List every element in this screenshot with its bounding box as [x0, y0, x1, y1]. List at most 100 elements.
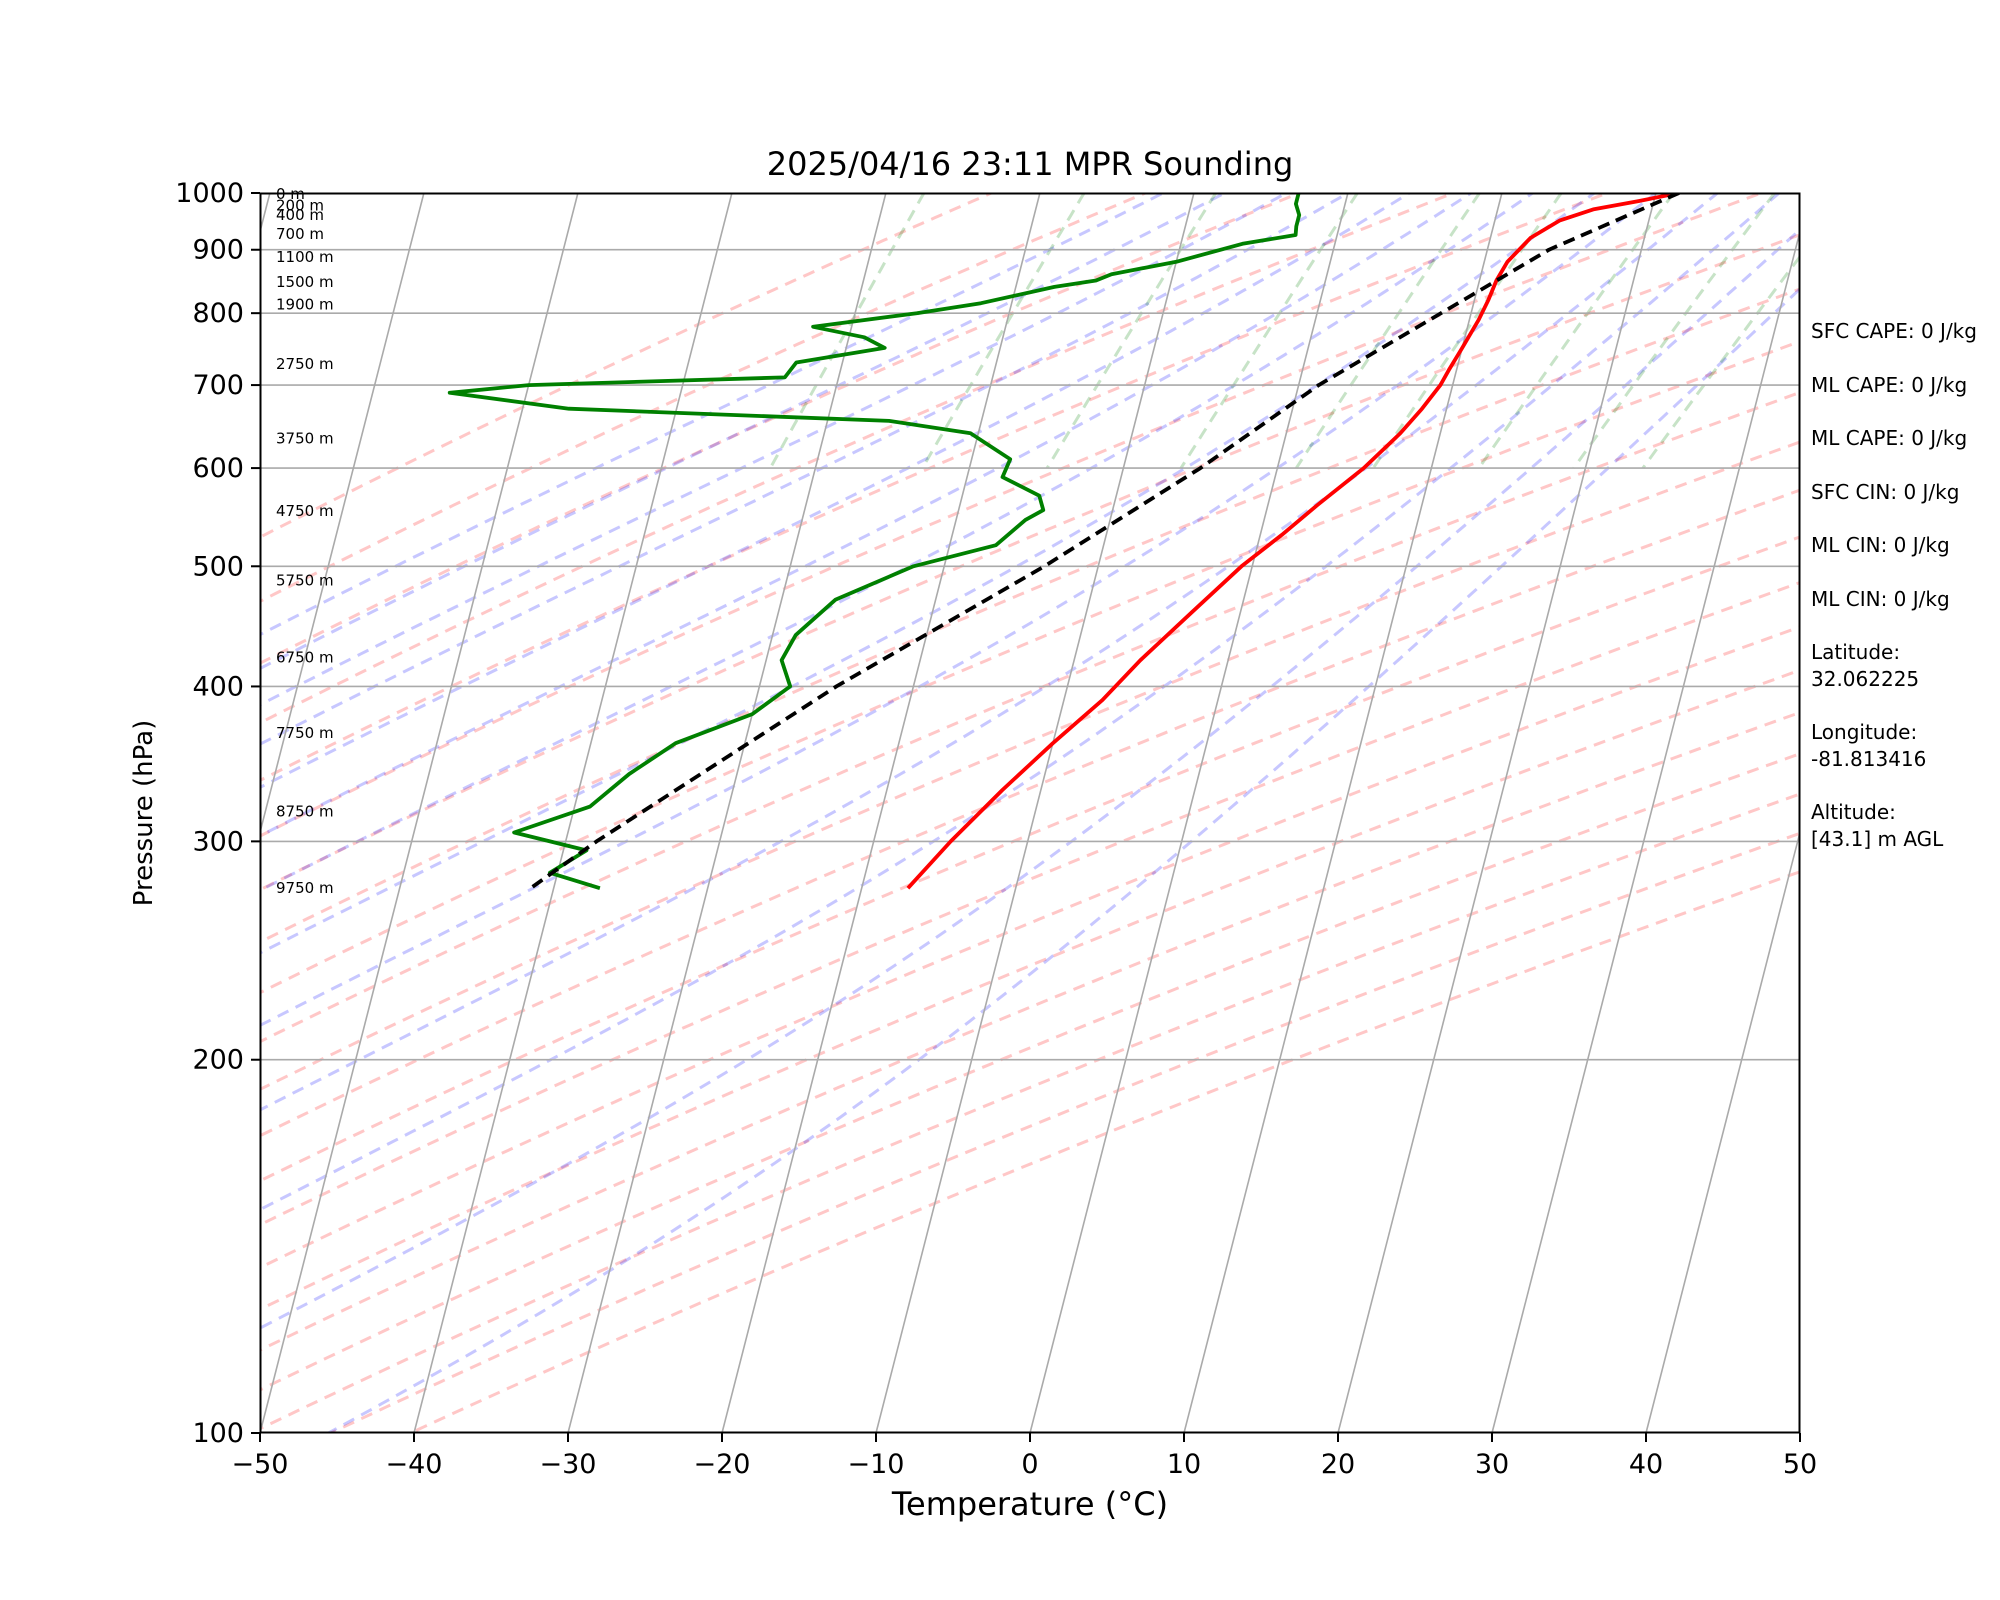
dry-adiabat-line [260, 488, 1800, 1138]
x-tick-label: 0 [1021, 1449, 1038, 1480]
sounding-stats-panel: SFC CAPE: 0 J/kg ML CAPE: 0 J/kg ML CAPE… [1811, 318, 1997, 879]
dry-adiabat-line [260, 440, 1800, 1092]
isotherm-line [1491, 228, 1800, 1433]
dry-adiabat-line [260, 193, 1150, 604]
mixing-ratio-line [1045, 193, 1218, 469]
y-tick-label: 100 [192, 1418, 244, 1449]
y-tick-label: 1000 [175, 178, 244, 209]
mixing-ratio-line [1295, 193, 1481, 469]
latitude-info: Latitude: 32.062225 [1811, 639, 1997, 719]
height-label: 0 m [276, 185, 305, 203]
moist-adiabat-line [260, 193, 1167, 637]
x-tick-label: 30 [1475, 1449, 1509, 1480]
temperature-profile-line [906, 193, 1680, 890]
isotherm-line [721, 193, 1041, 1433]
moist-adiabat-line [260, 193, 1782, 1212]
moist-adiabat-line [260, 193, 1228, 671]
x-tick-label: 20 [1321, 1449, 1355, 1480]
x-tick-label: 50 [1783, 1449, 1817, 1480]
x-tick-label: 10 [1167, 1449, 1201, 1480]
longitude-info: Longitude: -81.813416 [1811, 719, 1997, 799]
dry-adiabat-line [260, 193, 996, 539]
height-label: 1100 m [276, 248, 334, 266]
dry-adiabat-line [260, 193, 1612, 783]
stat-sfc-cin: SFC CIN: 0 J/kg [1811, 479, 1960, 504]
y-axis-title: Pressure (hPa) [129, 720, 159, 907]
longitude-value: -81.813416 [1811, 747, 1927, 771]
x-tick-label: −50 [232, 1449, 289, 1480]
parcel-profile-line [529, 193, 1680, 890]
y-tick-label: 400 [192, 671, 244, 702]
height-label: 700 m [276, 225, 324, 243]
height-label: 6750 m [276, 649, 334, 667]
mixing-ratio-line [768, 193, 926, 469]
moist-adiabat-line [327, 286, 1800, 1433]
isotherm-line [260, 193, 425, 836]
height-label: 2750 m [276, 355, 334, 373]
height-label: 1900 m [276, 295, 334, 313]
height-labels: 9750 m 8750 m 7750 m 6750 m 5750 m 4750 m 3750… [276, 185, 334, 897]
dry-adiabat-line [260, 390, 1800, 1044]
moist-adiabat-line [260, 193, 1351, 746]
dry-adiabat-line [260, 580, 1800, 1227]
y-tick-label: 600 [192, 453, 244, 484]
plot-frame [259, 192, 1801, 1434]
dry-adiabat-line [260, 752, 1800, 1392]
moist-adiabat-line [260, 227, 1800, 1330]
x-tick-label: −40 [386, 1449, 443, 1480]
dry-adiabat-line [260, 193, 1458, 725]
moist-adiabat-line [260, 193, 1720, 1112]
height-label: 3750 m [276, 429, 334, 447]
isotherm-line [1029, 193, 1349, 1433]
altitude-info: Altitude: [43.1] m AGL [1811, 799, 1997, 879]
isotherm-line [567, 193, 887, 1433]
stat-ml-cape-2: ML CAPE: 0 J/kg [1811, 426, 1968, 450]
isotherm-line [1337, 193, 1657, 1433]
grid-layer [260, 193, 1800, 1433]
y-tick-label: 700 [192, 370, 244, 401]
height-label: 4750 m [276, 502, 334, 520]
dry-adiabat-line [260, 193, 1766, 838]
latitude-value: 32.062225 [1811, 667, 1920, 691]
height-label: 1500 m [276, 273, 334, 291]
moist-adiabat-line [260, 193, 1290, 707]
chart-title: 2025/04/16 23:11 MPR Sounding [767, 145, 1294, 183]
isotherm-line [260, 193, 579, 1433]
dry-adiabat-line [327, 831, 1800, 1433]
height-label: 200 m [276, 197, 324, 215]
height-label: 8750 m [276, 803, 334, 821]
latitude-label: Latitude: [1811, 640, 1901, 664]
longitude-label: Longitude: [1811, 720, 1918, 744]
stat-ml-cin-2: ML CIN: 0 J/kg [1811, 586, 1950, 611]
dewpoint-profile-line [447, 193, 1302, 891]
data-layer [447, 193, 1680, 891]
moist-adiabat-line [260, 193, 1597, 955]
isotherm-line [1183, 193, 1503, 1433]
y-tick-label: 200 [192, 1045, 244, 1076]
altitude-value: [43.1] m AGL [1811, 827, 1944, 851]
height-label: 9750 m [276, 879, 334, 897]
dry-adiabat-line [260, 668, 1800, 1312]
dry-adiabat-line [406, 870, 1800, 1433]
isotherm-line [1645, 829, 1800, 1433]
x-tick-label: −20 [694, 1449, 751, 1480]
stat-sfc-cape: SFC CAPE: 0 J/kg [1811, 319, 1977, 343]
x-tick-label: 40 [1629, 1449, 1663, 1480]
dry-adiabat-line [260, 339, 1800, 995]
altitude-label: Altitude: [1811, 800, 1896, 824]
height-label: 7750 m [276, 724, 334, 742]
isotherm-line [875, 193, 1195, 1433]
y-tick-label: 500 [192, 551, 244, 582]
dry-adiabat-line [260, 792, 1800, 1431]
moist-adiabat-line [260, 193, 1413, 790]
height-label: 5750 m [276, 571, 334, 589]
mixing-ratio-line [1477, 193, 1675, 469]
moist-adiabat-line [260, 193, 1474, 838]
y-tick-label: 900 [192, 235, 244, 266]
x-axis-title: Temperature (°C) [891, 1485, 1168, 1523]
y-tick-label: 300 [192, 826, 244, 857]
moist-adiabat-line [260, 193, 1659, 1028]
stat-ml-cin: ML CIN: 0 J/kg [1811, 533, 1950, 557]
x-tick-label: −30 [540, 1449, 597, 1480]
